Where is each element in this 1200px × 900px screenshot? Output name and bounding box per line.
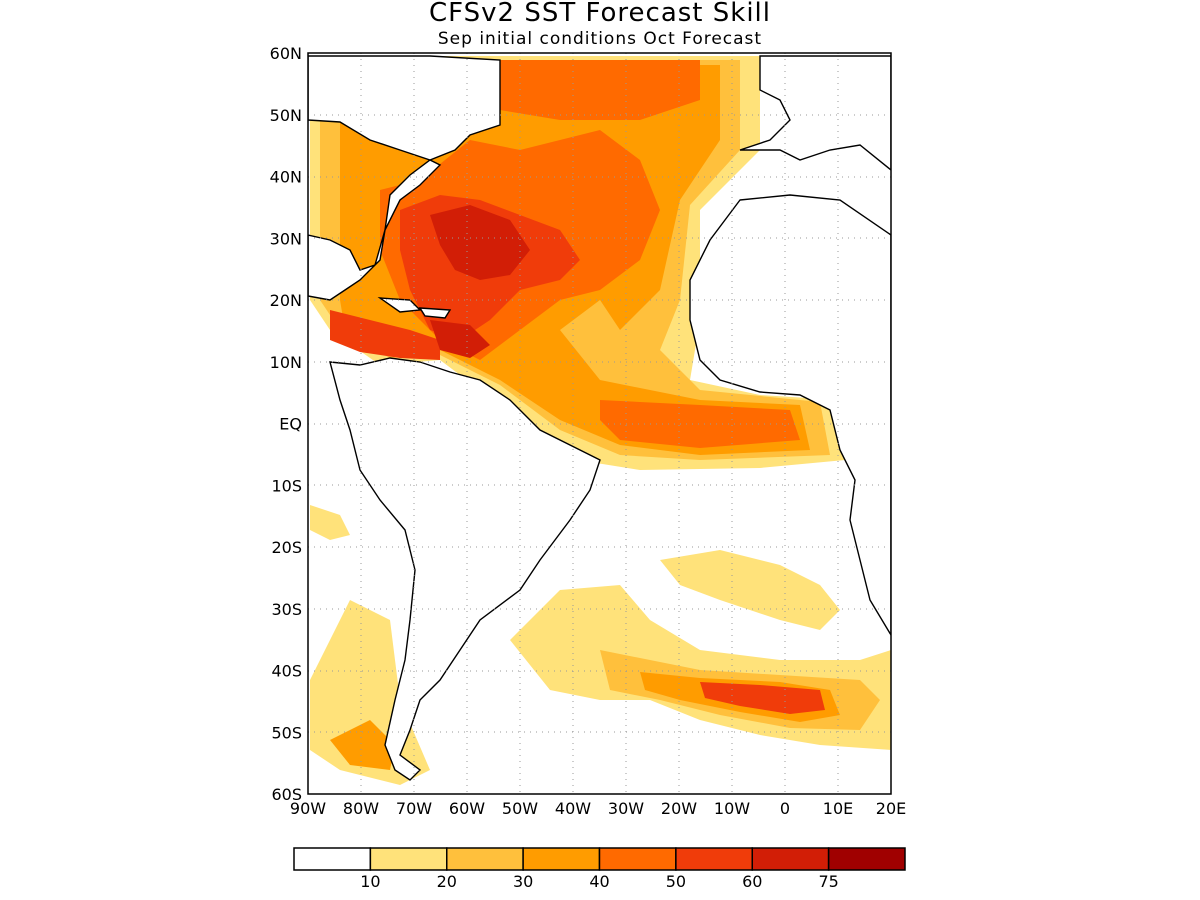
lon-tick-label: 40W [555, 799, 591, 818]
lat-tick-label: 10N [270, 353, 302, 372]
caribbean-islands [377, 297, 452, 319]
contour-10-brazil [310, 505, 350, 540]
skill-shading [310, 56, 891, 785]
lat-tick-label: 60N [270, 44, 302, 63]
africa [689, 194, 891, 637]
lat-tick-label: EQ [279, 415, 302, 434]
lat-tick-label: 50N [270, 106, 302, 125]
colorbar-swatch [598, 847, 677, 871]
colorbar-swatch [827, 847, 906, 871]
contour-50b [330, 310, 440, 360]
colorbar-swatch [751, 847, 830, 871]
lon-tick-label: 10W [714, 799, 750, 818]
colorbar: 10 20 30 40 50 60 75 [293, 847, 906, 891]
colorbar-swatch [369, 847, 448, 871]
map-subtitle: Sep initial conditions Oct Forecast [438, 29, 762, 49]
contour-40c [600, 400, 800, 448]
colorbar-swatch [293, 847, 372, 871]
contour-40b [470, 60, 700, 120]
colorbar-label: 40 [589, 872, 609, 891]
south-america [329, 357, 601, 781]
lat-tick-label: 20S [271, 538, 302, 557]
lat-tick-label: 30N [270, 229, 302, 248]
map-title: CFSv2 SST Forecast Skill [429, 0, 771, 28]
colorbar-label: 20 [437, 872, 457, 891]
contour-50-south [700, 682, 825, 714]
lat-tick-label: 40N [270, 168, 302, 187]
map-frame [307, 52, 892, 795]
colorbar-label: 50 [666, 872, 686, 891]
colorbar-label: 30 [513, 872, 533, 891]
colorbar-label: 10 [360, 872, 380, 891]
contour-60b [430, 320, 490, 358]
lon-tick-label: 20W [661, 799, 697, 818]
lat-tick-label: 50S [271, 723, 302, 742]
lon-tick-label: 90W [290, 799, 326, 818]
lat-tick-label: 40S [271, 662, 302, 681]
lat-tick-label: 10S [271, 476, 302, 495]
longitude-ticks: 90W 80W 70W 60W 50W 40W 30W 20W 10W 0 10E 20E [290, 799, 906, 818]
colorbar-swatch [522, 847, 601, 871]
lon-tick-label: 30W [608, 799, 644, 818]
colorbar-swatch [446, 847, 524, 871]
lon-tick-label: 80W [343, 799, 379, 818]
skill-map [308, 53, 891, 794]
contour-60 [430, 205, 530, 280]
lon-tick-label: 0 [780, 799, 790, 818]
contour-30-patagonia [330, 720, 395, 770]
lon-tick-label: 20E [876, 799, 906, 818]
lat-tick-label: 60S [271, 785, 302, 804]
latitude-ticks: 60N 50N 40N 30N 20N 10N EQ 10S 20S 30S 40S 50S 60S [270, 44, 302, 804]
lon-tick-label: 60W [449, 799, 485, 818]
lon-tick-label: 70W [396, 799, 432, 818]
lon-tick-label: 50W [502, 799, 538, 818]
colorbar-swatch [675, 847, 753, 871]
colorbar-label: 60 [742, 872, 762, 891]
north-america [308, 55, 501, 301]
europe [739, 55, 891, 171]
lat-tick-label: 30S [271, 600, 302, 619]
contour-10-south2 [660, 550, 840, 630]
land-masses [308, 55, 891, 781]
colorbar-label: 75 [818, 872, 838, 891]
lon-tick-label: 10E [823, 799, 853, 818]
lat-tick-label: 20N [270, 291, 302, 310]
